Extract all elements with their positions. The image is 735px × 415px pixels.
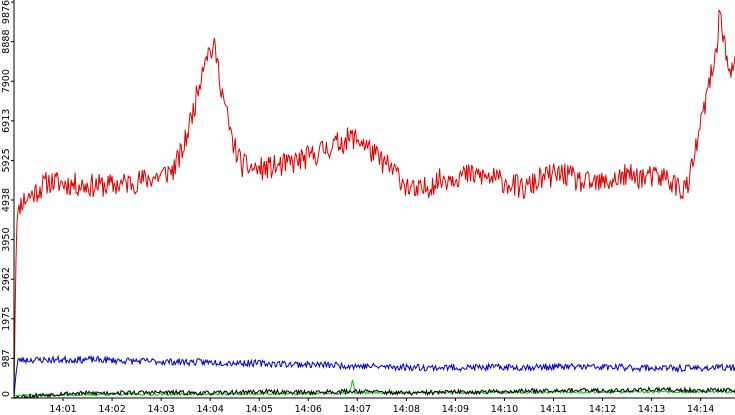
y-tick-label: 9876 [1, 0, 12, 24]
series-layer [13, 9, 735, 400]
y-tick-label: 1975 [1, 307, 12, 331]
series-line-3 [13, 379, 735, 398]
x-tick-label: 14:03 [147, 404, 174, 415]
y-tick-label: 0 [1, 391, 12, 397]
x-tick-label: 14:08 [393, 404, 420, 415]
x-tick-label: 14:07 [344, 404, 371, 415]
x-tick-label: 14:14 [687, 404, 714, 415]
y-tick-label: 6913 [1, 109, 12, 133]
x-tick-label: 14:01 [49, 404, 76, 415]
x-tick-label: 14:12 [589, 404, 616, 415]
x-tick-label: 14:10 [491, 404, 518, 415]
x-tick-label: 14:05 [246, 404, 273, 415]
x-tick-label: 14:13 [638, 404, 665, 415]
y-tick-label: 5925 [1, 148, 12, 172]
y-tick-label: 7900 [1, 69, 12, 93]
series-line-2 [13, 354, 735, 399]
x-tick-label: 14:06 [295, 404, 322, 415]
x-tick-label: 14:11 [540, 404, 567, 415]
y-tick-label: 987 [1, 349, 12, 367]
y-tick-label: 2962 [1, 267, 12, 291]
y-tick-label: 8888 [1, 30, 12, 54]
x-tick-label: 14:04 [196, 404, 223, 415]
y-tick-label: 4938 [1, 188, 12, 212]
series-line-4 [13, 385, 735, 400]
x-tick-label: 14:02 [98, 404, 125, 415]
y-tick-label: 3950 [1, 228, 12, 252]
x-tick-label: 14:09 [442, 404, 469, 415]
series-line-1 [13, 9, 735, 399]
